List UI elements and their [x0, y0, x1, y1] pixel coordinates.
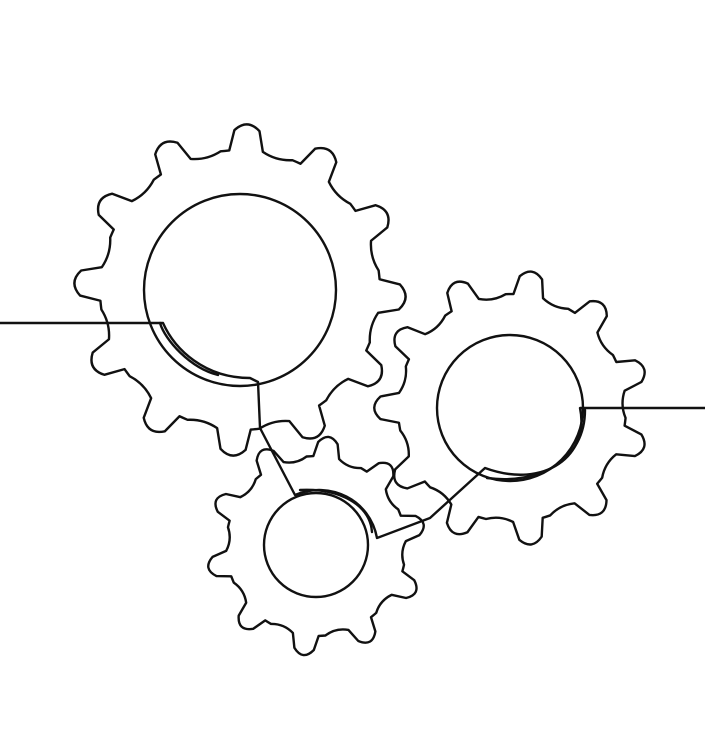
- small-gear: [207, 435, 425, 657]
- large-gear: [73, 123, 407, 457]
- right-gear: [373, 270, 646, 546]
- large-gear-hole: [142, 192, 338, 388]
- small-gear-hole: [262, 491, 370, 599]
- inner-arc-line: [158, 321, 587, 534]
